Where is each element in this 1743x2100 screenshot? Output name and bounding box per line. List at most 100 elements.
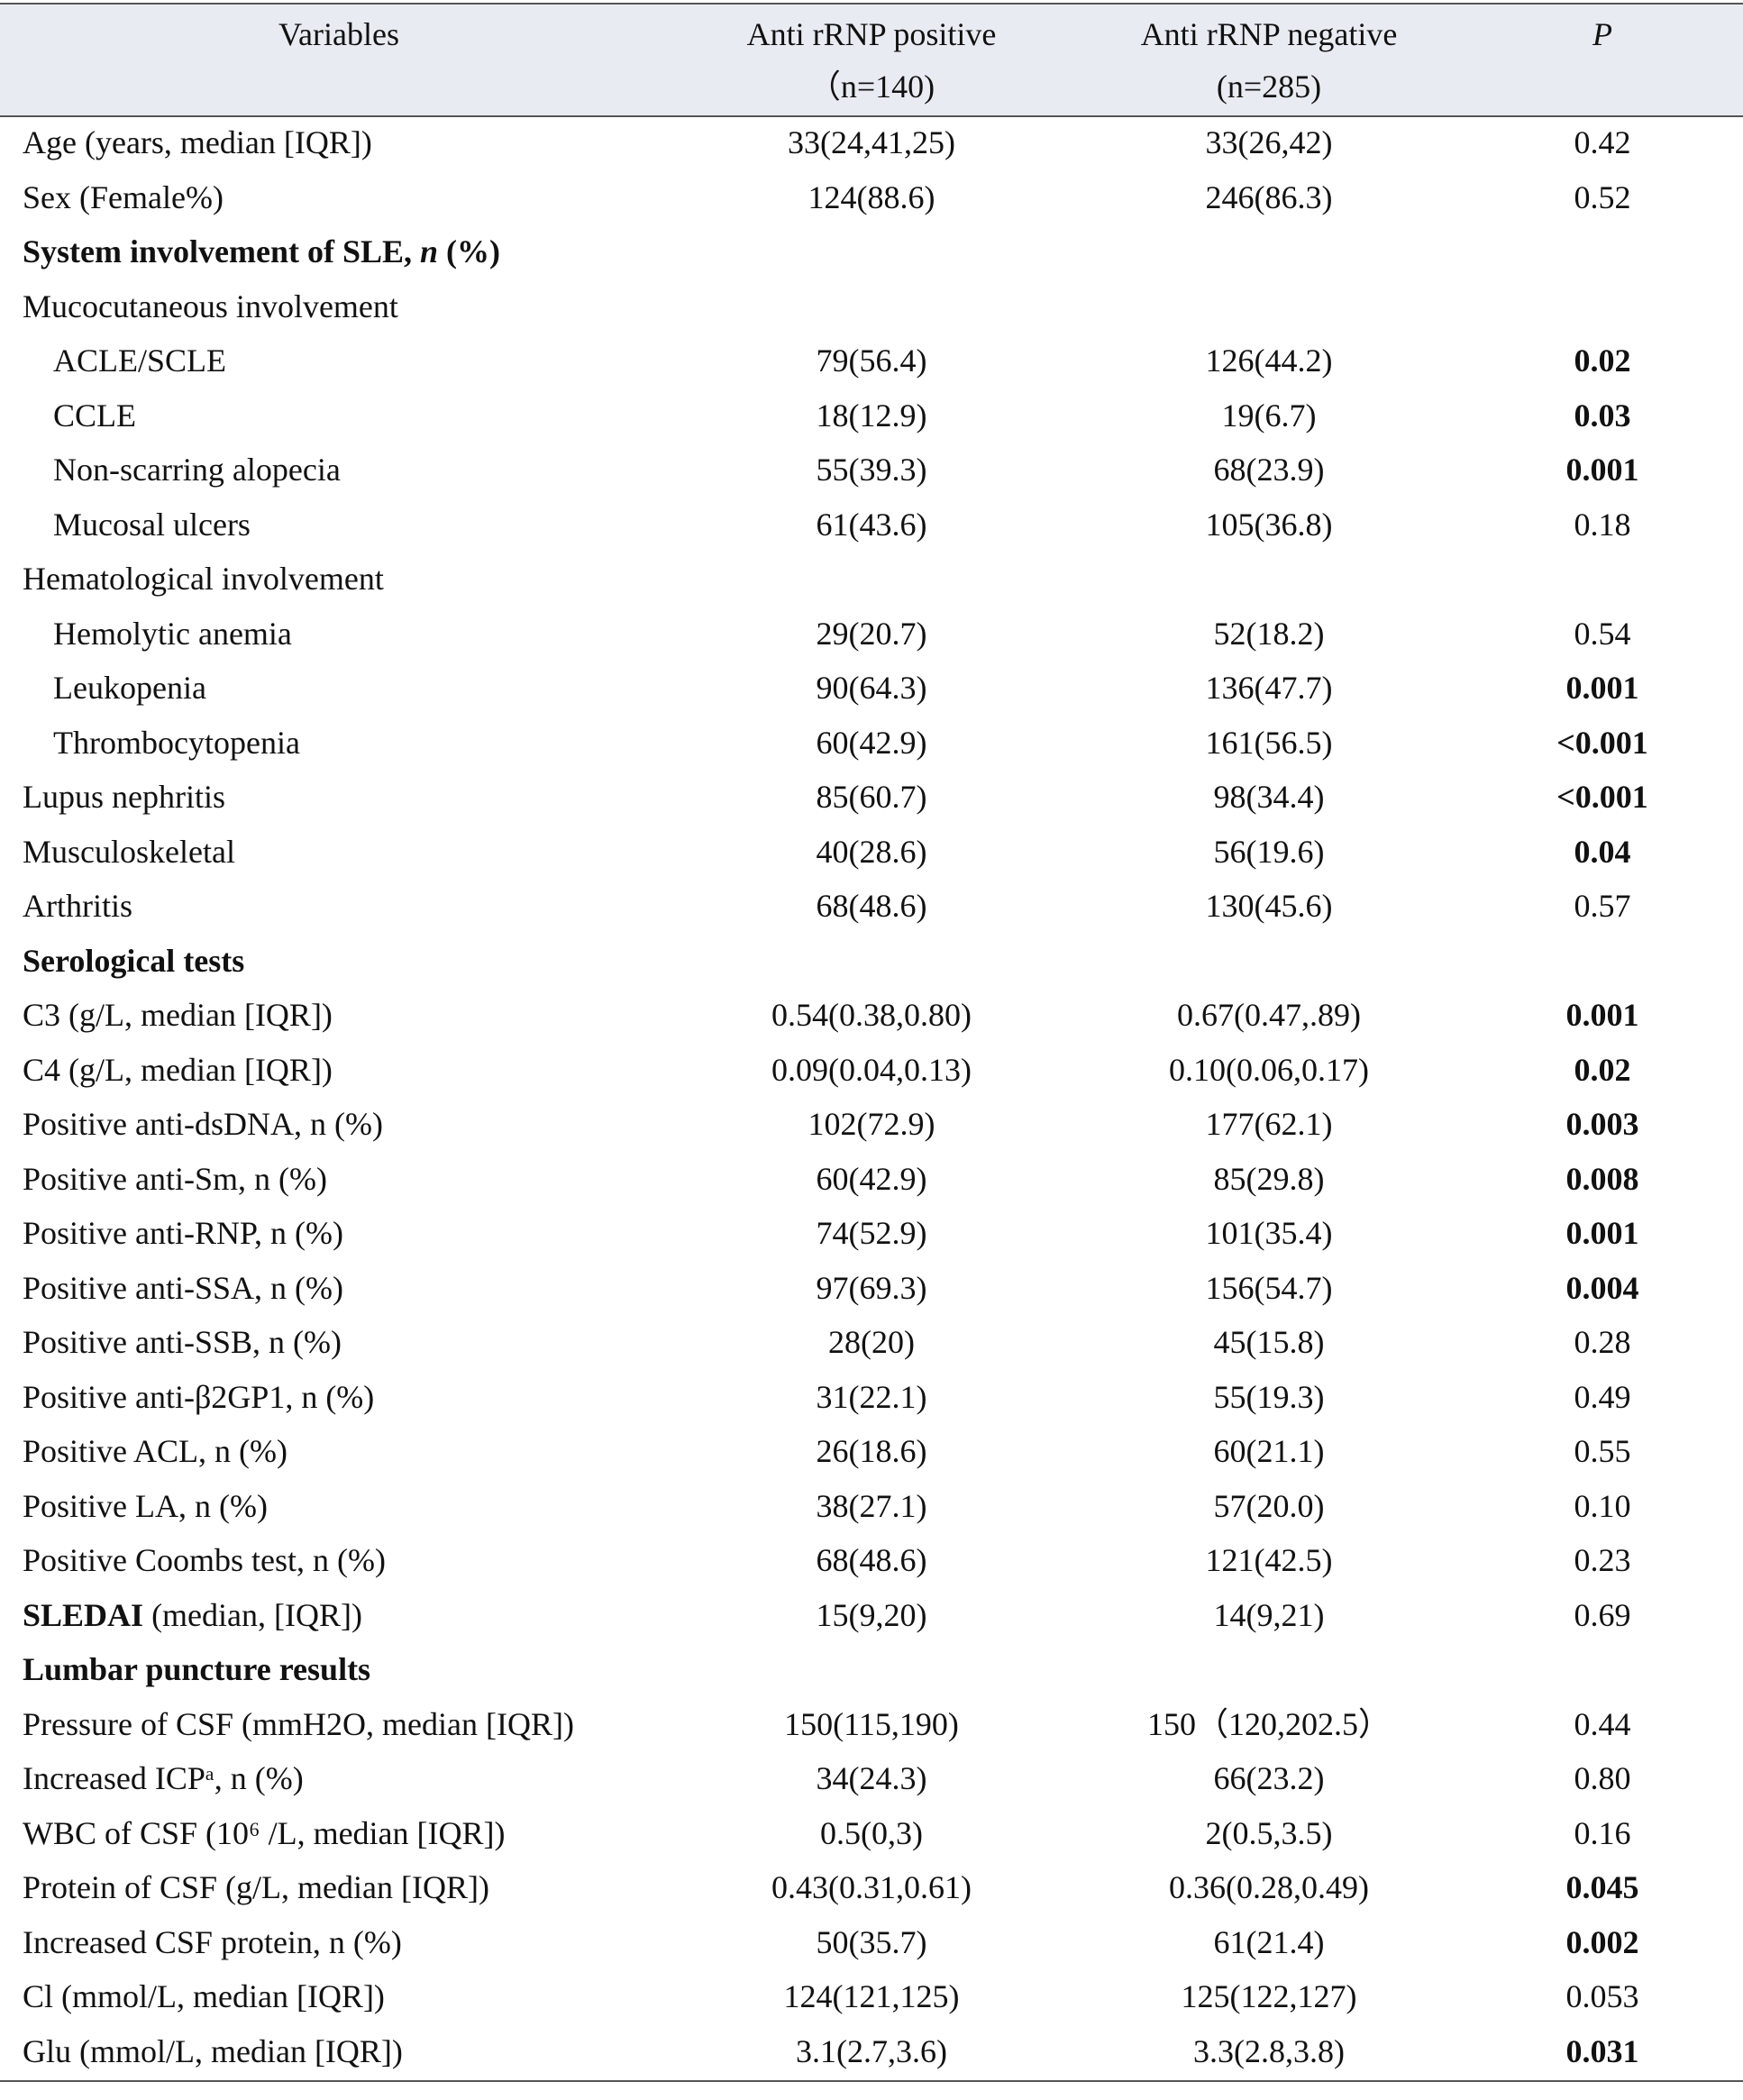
table-cell: Positive anti-RNP, n (%)	[23, 1215, 343, 1251]
table-cell: SLEDAI (median, [IQR])	[23, 1588, 362, 1642]
text-segment: SLEDAI	[23, 1596, 144, 1633]
table-cell: 28(20)	[828, 1324, 915, 1360]
table-cell: 0.003	[1565, 1106, 1639, 1142]
table-cell: 50(35.7)	[816, 1923, 927, 1960]
table-row: Positive anti-SSB, n (%) 28(20) 45(15.8) 0.…	[0, 1315, 1743, 1370]
table-cell: 0.09(0.04,0.13)	[771, 1051, 972, 1088]
table-cell: 85(29.8)	[1213, 1160, 1325, 1197]
table-cell: Pressure of CSF (mmH2O, median [IQR])	[23, 1705, 574, 1742]
table-cell: System involvement of SLE, n (%)	[23, 224, 500, 278]
table-cell: 0.55	[1574, 1433, 1631, 1469]
table-row: Pressure of CSF (mmH2O, median [IQR]) 150…	[0, 1697, 1743, 1752]
table-cell: Positive Coombs test, n (%)	[23, 1542, 386, 1578]
table-cell: 0.02	[1574, 342, 1631, 379]
table-row: Positive anti-dsDNA, n (%) 102(72.9) 177(6…	[0, 1097, 1743, 1152]
table-row: Serological tests	[0, 934, 1743, 989]
table-row: Lumbar puncture results	[0, 1642, 1743, 1697]
table-cell: 0.42	[1574, 124, 1631, 160]
table-cell: 130(45.6)	[1205, 888, 1333, 924]
table-cell: Positive anti-SSB, n (%)	[23, 1324, 342, 1360]
table-cell: 85(60.7)	[816, 779, 927, 815]
table-cell: 105(36.8)	[1205, 506, 1333, 543]
table-row: Glu (mmol/L, median [IQR]) 3.1(2.7,3.6) 3.…	[0, 2024, 1743, 2079]
table-cell: C4 (g/L, median [IQR])	[23, 1051, 333, 1088]
table-cell: 18(12.9)	[816, 397, 927, 434]
table-cell: 60(21.1)	[1213, 1433, 1325, 1469]
table-cell: 74(52.9)	[816, 1215, 927, 1251]
table-cell: Lumbar puncture results	[23, 1651, 371, 1687]
table-cell: 125(122,127)	[1181, 1978, 1357, 2014]
table-row: Protein of CSF (g/L, median [IQR]) 0.43(0…	[0, 1860, 1743, 1915]
table-row: C4 (g/L, median [IQR]) 0.09(0.04,0.13) 0.1…	[0, 1043, 1743, 1098]
table-cell: 52(18.2)	[1213, 615, 1325, 652]
table-row: CCLE 18(12.9) 19(6.7) 0.03	[0, 388, 1743, 443]
table-cell: Leukopenia	[53, 670, 206, 706]
table-cell: Hematological involvement	[23, 561, 384, 597]
table-cell: Protein of CSF (g/L, median [IQR])	[23, 1869, 489, 1905]
header-cell: P	[1592, 16, 1612, 52]
table-row: System involvement of SLE, n (%)	[0, 224, 1743, 279]
table-cell: 0.04	[1574, 833, 1631, 870]
table-cell: 31(22.1)	[816, 1378, 927, 1415]
text-segment: n	[420, 233, 439, 269]
table-cell: Positive anti-β2GP1, n (%)	[23, 1378, 375, 1415]
table-cell: 3.1(2.7,3.6)	[796, 2032, 947, 2069]
table-cell: 61(21.4)	[1213, 1923, 1325, 1960]
table-cell: 60(42.9)	[816, 724, 927, 761]
table-cell: 57(20.0)	[1213, 1487, 1325, 1524]
table-cell: Serological tests	[23, 942, 245, 979]
table-cell: 124(121,125)	[783, 1978, 960, 2014]
table-cell: 14(9,21)	[1213, 1596, 1325, 1633]
table-cell: Positive anti-Sm, n (%)	[23, 1160, 327, 1197]
table-cell: 0.5(0,3)	[820, 1814, 923, 1851]
table-cell: 38(27.1)	[816, 1487, 927, 1524]
table-row: Sex (Female%) 124(88.6) 246(86.3) 0.52	[0, 170, 1743, 225]
text-segment: System involvement of SLE,	[23, 233, 420, 269]
table-row: Age (years, median [IQR]) 33(24,41,25) 33(…	[0, 115, 1743, 170]
table-cell: Non-scarring alopecia	[53, 452, 341, 488]
table-cell: 177(62.1)	[1205, 1106, 1333, 1142]
table-cell: 124(88.6)	[808, 178, 935, 215]
table-cell: 55(39.3)	[816, 452, 927, 488]
table-cell: 0.001	[1565, 670, 1639, 706]
table-row: Hemolytic anemia 29(20.7) 52(18.2) 0.54	[0, 607, 1743, 662]
table-cell: 246(86.3)	[1205, 178, 1333, 215]
table-cell: WBC of CSF (10⁶ /L, median [IQR])	[23, 1814, 506, 1851]
table-cell: 126(44.2)	[1205, 342, 1333, 379]
table-cell: 2(0.5,3.5)	[1205, 1814, 1333, 1851]
table-cell: 0.52	[1574, 178, 1631, 215]
table-cell: 55(19.3)	[1213, 1378, 1325, 1415]
table-cell: 90(64.3)	[816, 670, 927, 706]
table-cell: 68(23.9)	[1213, 452, 1325, 488]
table-cell: 0.49	[1574, 1378, 1631, 1415]
table-cell: Arthritis	[23, 888, 132, 924]
table-row: WBC of CSF (10⁶ /L, median [IQR]) 0.5(0,3…	[0, 1806, 1743, 1861]
table-cell: Hemolytic anemia	[53, 615, 292, 652]
table-cell: 33(24,41,25)	[788, 124, 955, 160]
table-cell: 0.001	[1565, 452, 1639, 488]
table-cell: Increased ICPᵃ, n (%)	[23, 1760, 304, 1796]
table-cell: 150（120,202.5）	[1146, 1705, 1392, 1742]
table-cell: 0.69	[1574, 1596, 1631, 1633]
table-row: Mucosal ulcers 61(43.6) 105(36.8) 0.18	[0, 498, 1743, 552]
table-cell: 0.54(0.38,0.80)	[771, 997, 972, 1033]
table-header	[0, 3, 1743, 117]
table-cell: 15(9,20)	[816, 1596, 927, 1633]
table-cell: Increased CSF protein, n (%)	[23, 1923, 402, 1960]
table-cell: Mucocutaneous involvement	[23, 288, 398, 324]
table-cell: 0.008	[1565, 1160, 1639, 1197]
table-cell: Positive anti-dsDNA, n (%)	[23, 1106, 383, 1142]
table-cell: 101(35.4)	[1205, 1215, 1333, 1251]
table-cell: 0.03	[1574, 397, 1631, 434]
table-cell: 0.57	[1574, 888, 1631, 924]
table-cell: 0.045	[1565, 1869, 1639, 1905]
table-cell: Mucosal ulcers	[53, 506, 251, 543]
table-cell: 68(48.6)	[816, 1542, 927, 1578]
table-cell: 136(47.7)	[1205, 670, 1333, 706]
table-row: Positive anti-RNP, n (%) 74(52.9) 101(35.4…	[0, 1206, 1743, 1261]
table-cell: Musculoskeletal	[23, 833, 235, 870]
table-cell: 60(42.9)	[816, 1160, 927, 1197]
table-cell: 66(23.2)	[1213, 1760, 1325, 1796]
table-row: Musculoskeletal 40(28.6) 56(19.6) 0.04	[0, 825, 1743, 880]
table-row: Mucocutaneous involvement	[0, 279, 1743, 334]
